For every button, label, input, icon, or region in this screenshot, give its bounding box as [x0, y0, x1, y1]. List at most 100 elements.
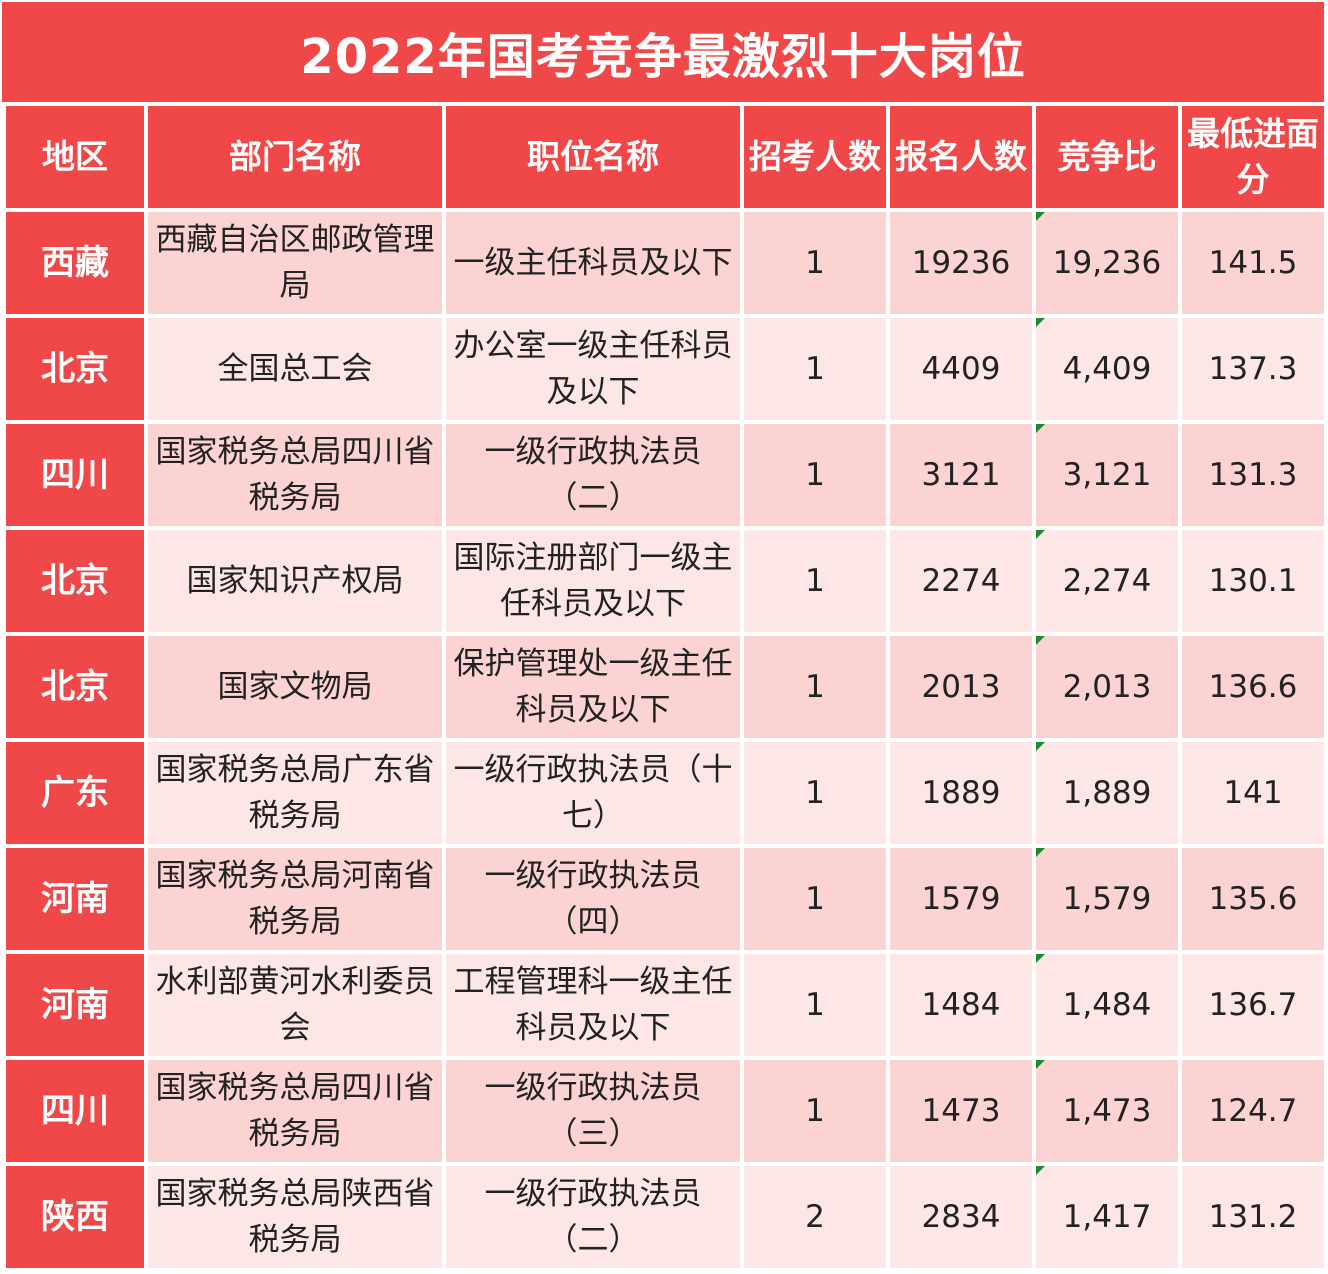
quota-cell: 1 [744, 632, 886, 738]
header-ratio: 竞争比 [1036, 106, 1178, 208]
region-cell: 四川 [6, 1056, 144, 1162]
region-cell: 西藏 [6, 208, 144, 314]
applicants-cell: 2274 [890, 526, 1032, 632]
cell-marker-icon [1036, 530, 1045, 539]
ratio-cell: 2,013 [1036, 632, 1178, 738]
department-cell: 国家税务总局四川省税务局 [148, 420, 442, 526]
region-cell: 北京 [6, 314, 144, 420]
department-cell: 国家知识产权局 [148, 526, 442, 632]
ratio-value: 1,484 [1062, 987, 1152, 1023]
region-cell: 四川 [6, 420, 144, 526]
region-cell: 陕西 [6, 1162, 144, 1268]
ratio-cell: 1,417 [1036, 1162, 1178, 1268]
region-cell: 河南 [6, 950, 144, 1056]
department-cell: 国家税务总局陕西省税务局 [148, 1162, 442, 1268]
table-title: 2022年国考竞争最激烈十大岗位 [2, 2, 1324, 102]
ratio-value: 3,121 [1062, 457, 1152, 493]
applicants-cell: 1473 [890, 1056, 1032, 1162]
department-cell: 国家文物局 [148, 632, 442, 738]
applicants-cell: 1889 [890, 738, 1032, 844]
ratio-cell: 3,121 [1036, 420, 1178, 526]
department-cell: 全国总工会 [148, 314, 442, 420]
applicants-cell: 1579 [890, 844, 1032, 950]
min-score-cell: 124.7 [1182, 1056, 1324, 1162]
cell-marker-icon [1036, 636, 1045, 645]
data-table: 地区 部门名称 职位名称 招考人数 报名人数 竞争比 最低进面分 西藏 西藏自治… [2, 106, 1328, 1268]
table-row: 陕西 国家税务总局陕西省税务局 一级行政执法员（二） 2 2834 1,417 … [6, 1162, 1324, 1268]
cell-marker-icon [1036, 212, 1045, 221]
department-cell: 国家税务总局河南省税务局 [148, 844, 442, 950]
header-region: 地区 [6, 106, 144, 208]
min-score-cell: 136.6 [1182, 632, 1324, 738]
header-applicants: 报名人数 [890, 106, 1032, 208]
header-department: 部门名称 [148, 106, 442, 208]
department-cell: 西藏自治区邮政管理局 [148, 208, 442, 314]
cell-marker-icon [1036, 1060, 1045, 1069]
table-row: 西藏 西藏自治区邮政管理局 一级主任科员及以下 1 19236 19,236 1… [6, 208, 1324, 314]
header-position: 职位名称 [446, 106, 740, 208]
position-cell: 办公室一级主任科员及以下 [446, 314, 740, 420]
department-cell: 国家税务总局广东省税务局 [148, 738, 442, 844]
applicants-cell: 3121 [890, 420, 1032, 526]
quota-cell: 1 [744, 844, 886, 950]
min-score-cell: 135.6 [1182, 844, 1324, 950]
ratio-cell: 1,889 [1036, 738, 1178, 844]
region-cell: 河南 [6, 844, 144, 950]
quota-cell: 1 [744, 950, 886, 1056]
header-min-score: 最低进面分 [1182, 106, 1324, 208]
min-score-cell: 131.2 [1182, 1162, 1324, 1268]
region-cell: 广东 [6, 738, 144, 844]
position-cell: 一级主任科员及以下 [446, 208, 740, 314]
ratio-value: 1,889 [1062, 775, 1152, 811]
cell-marker-icon [1036, 848, 1045, 857]
quota-cell: 1 [744, 420, 886, 526]
position-cell: 工程管理科一级主任科员及以下 [446, 950, 740, 1056]
department-cell: 水利部黄河水利委员会 [148, 950, 442, 1056]
table-row: 北京 国家知识产权局 国际注册部门一级主任科员及以下 1 2274 2,274 … [6, 526, 1324, 632]
cell-marker-icon [1036, 318, 1045, 327]
department-cell: 国家税务总局四川省税务局 [148, 1056, 442, 1162]
quota-cell: 1 [744, 208, 886, 314]
cell-marker-icon [1036, 954, 1045, 963]
min-score-cell: 141.5 [1182, 208, 1324, 314]
table-row: 北京 全国总工会 办公室一级主任科员及以下 1 4409 4,409 137.3 [6, 314, 1324, 420]
applicants-cell: 19236 [890, 208, 1032, 314]
min-score-cell: 141 [1182, 738, 1324, 844]
position-cell: 一级行政执法员（四） [446, 844, 740, 950]
position-cell: 保护管理处一级主任科员及以下 [446, 632, 740, 738]
cell-marker-icon [1036, 1166, 1045, 1175]
quota-cell: 1 [744, 314, 886, 420]
table-row: 河南 国家税务总局河南省税务局 一级行政执法员（四） 1 1579 1,579 … [6, 844, 1324, 950]
ratio-value: 1,417 [1062, 1199, 1152, 1235]
applicants-cell: 1484 [890, 950, 1032, 1056]
applicants-cell: 4409 [890, 314, 1032, 420]
ratio-cell: 2,274 [1036, 526, 1178, 632]
min-score-cell: 130.1 [1182, 526, 1324, 632]
ratio-value: 4,409 [1062, 351, 1152, 387]
cell-marker-icon [1036, 742, 1045, 751]
ratio-value: 2,274 [1062, 563, 1152, 599]
ratio-cell: 1,484 [1036, 950, 1178, 1056]
quota-cell: 1 [744, 526, 886, 632]
region-cell: 北京 [6, 526, 144, 632]
position-cell: 国际注册部门一级主任科员及以下 [446, 526, 740, 632]
ratio-value: 1,473 [1062, 1093, 1152, 1129]
position-cell: 一级行政执法员（十七） [446, 738, 740, 844]
position-cell: 一级行政执法员（二） [446, 1162, 740, 1268]
region-cell: 北京 [6, 632, 144, 738]
ratio-value: 1,579 [1062, 881, 1152, 917]
quota-cell: 2 [744, 1162, 886, 1268]
table-row: 广东 国家税务总局广东省税务局 一级行政执法员（十七） 1 1889 1,889… [6, 738, 1324, 844]
table-row: 四川 国家税务总局四川省税务局 一级行政执法员（二） 1 3121 3,121 … [6, 420, 1324, 526]
position-cell: 一级行政执法员（三） [446, 1056, 740, 1162]
table-row: 北京 国家文物局 保护管理处一级主任科员及以下 1 2013 2,013 136… [6, 632, 1324, 738]
table-row: 河南 水利部黄河水利委员会 工程管理科一级主任科员及以下 1 1484 1,48… [6, 950, 1324, 1056]
quota-cell: 1 [744, 738, 886, 844]
header-quota: 招考人数 [744, 106, 886, 208]
ratio-cell: 1,579 [1036, 844, 1178, 950]
ratio-cell: 1,473 [1036, 1056, 1178, 1162]
min-score-cell: 136.7 [1182, 950, 1324, 1056]
cell-marker-icon [1036, 424, 1045, 433]
ratio-cell: 4,409 [1036, 314, 1178, 420]
